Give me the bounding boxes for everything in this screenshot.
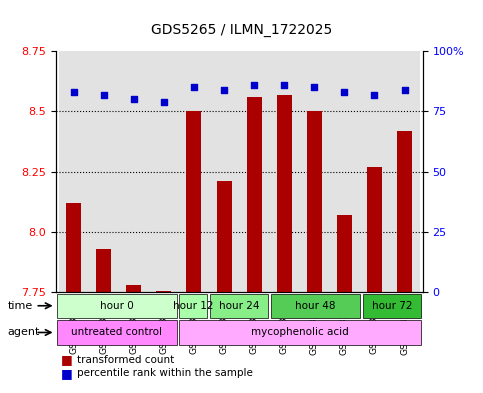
Bar (397, 131, 412, 292)
Bar (367, 167, 382, 292)
Bar (57, 294, 177, 318)
Bar (389, 51, 420, 292)
Bar (269, 51, 299, 292)
Bar (179, 294, 207, 318)
Bar (186, 112, 201, 292)
Text: hour 72: hour 72 (372, 301, 412, 311)
Bar (277, 95, 292, 292)
Bar (96, 249, 111, 292)
Bar (179, 51, 209, 292)
Bar (299, 51, 329, 292)
Text: untreated control: untreated control (71, 327, 162, 338)
Point (70, 89, 77, 95)
Text: time: time (7, 301, 32, 311)
Point (311, 84, 318, 90)
Point (280, 82, 288, 88)
Point (100, 92, 108, 98)
Bar (363, 294, 421, 318)
Point (130, 96, 138, 103)
Text: transformed count: transformed count (77, 354, 174, 365)
Bar (149, 51, 179, 292)
Point (220, 86, 228, 93)
Text: GDS5265 / ILMN_1722025: GDS5265 / ILMN_1722025 (151, 23, 332, 37)
Bar (307, 112, 322, 292)
Bar (239, 51, 269, 292)
Bar (210, 294, 269, 318)
Bar (57, 320, 177, 345)
Bar (89, 51, 119, 292)
Bar (179, 320, 421, 345)
Point (160, 99, 168, 105)
Point (401, 86, 409, 93)
Bar (216, 182, 231, 292)
Point (370, 92, 378, 98)
Bar (329, 51, 359, 292)
Bar (247, 97, 262, 292)
Text: hour 24: hour 24 (219, 301, 259, 311)
Text: mycophenolic acid: mycophenolic acid (251, 327, 349, 338)
Bar (156, 291, 171, 292)
Text: agent: agent (7, 327, 40, 338)
Text: percentile rank within the sample: percentile rank within the sample (77, 368, 253, 378)
Bar (126, 285, 142, 292)
Text: ■: ■ (60, 367, 72, 380)
Bar (119, 51, 149, 292)
Bar (58, 51, 89, 292)
Text: hour 12: hour 12 (173, 301, 213, 311)
Bar (359, 51, 389, 292)
Text: ■: ■ (60, 353, 72, 366)
Bar (209, 51, 239, 292)
Point (341, 89, 348, 95)
Bar (337, 215, 352, 292)
Text: hour 48: hour 48 (295, 301, 336, 311)
Point (190, 84, 198, 90)
Bar (66, 203, 81, 292)
Point (250, 82, 258, 88)
Text: hour 0: hour 0 (100, 301, 134, 311)
Bar (271, 294, 360, 318)
